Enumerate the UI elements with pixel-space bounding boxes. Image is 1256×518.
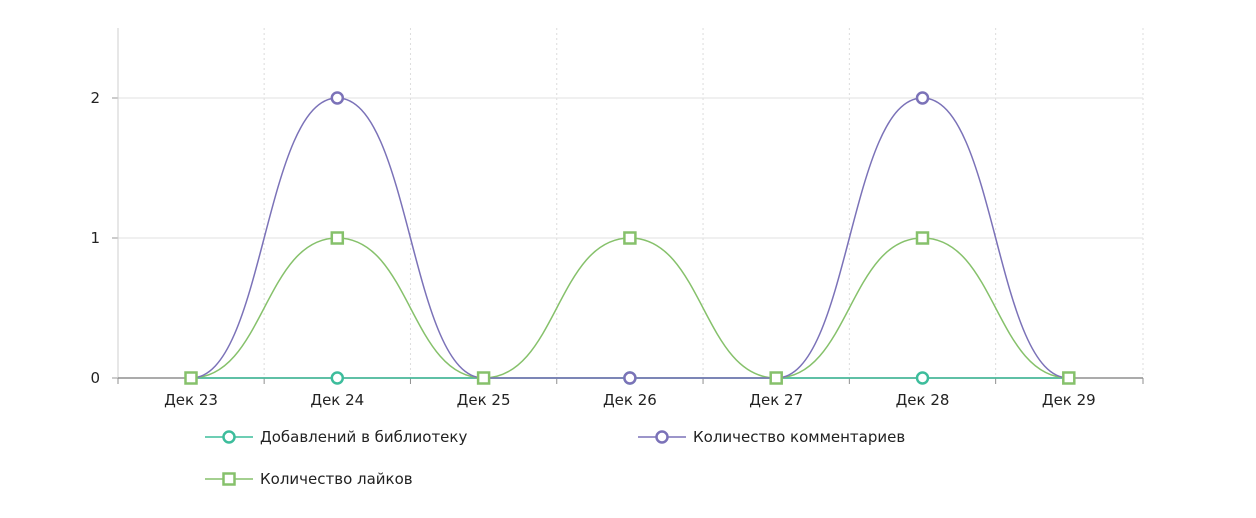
data-point[interactable] bbox=[623, 231, 637, 245]
legend-label: Добавлений в библиотеку bbox=[260, 428, 467, 446]
legend-label: Количество лайков bbox=[260, 470, 413, 488]
data-point[interactable] bbox=[623, 371, 637, 385]
data-point[interactable] bbox=[915, 231, 930, 245]
legend-square-icon bbox=[222, 472, 236, 486]
y-tick-label: 1 bbox=[90, 229, 100, 247]
data-point[interactable] bbox=[769, 371, 783, 385]
x-tick-label: Дек 25 bbox=[457, 391, 511, 409]
legend-item[interactable]: Количество лайков bbox=[205, 470, 413, 488]
x-tick-label: Дек 29 bbox=[1042, 391, 1096, 409]
legend: Добавлений в библиотеку Количество коммен… bbox=[205, 428, 905, 488]
x-tick-label: Дек 23 bbox=[164, 391, 218, 409]
data-point[interactable] bbox=[330, 371, 345, 385]
legend-circle-icon bbox=[655, 430, 669, 444]
x-tick-label: Дек 26 bbox=[603, 391, 657, 409]
y-tick-label: 0 bbox=[90, 369, 100, 387]
data-point[interactable] bbox=[330, 91, 345, 105]
data-point[interactable] bbox=[330, 231, 345, 245]
legend-item[interactable]: Добавлений в библиотеку bbox=[205, 428, 467, 446]
x-tick-label: Дек 24 bbox=[310, 391, 364, 409]
data-point[interactable] bbox=[184, 371, 198, 385]
x-tick-label: Дек 28 bbox=[896, 391, 950, 409]
data-point[interactable] bbox=[915, 371, 930, 385]
legend-circle-icon bbox=[222, 430, 236, 444]
data-point[interactable] bbox=[1062, 371, 1076, 385]
axes: 0 1 2 Дек 23 Дек 24 Дек 25 Дек 26 Дек 27 Дек 28 Д… bbox=[90, 28, 1144, 409]
grid bbox=[117, 28, 1144, 378]
data-point[interactable] bbox=[476, 371, 491, 385]
legend-item[interactable]: Количество комментариев bbox=[638, 428, 905, 446]
data-point[interactable] bbox=[915, 91, 930, 105]
y-tick-label: 2 bbox=[90, 89, 100, 107]
series-line bbox=[190, 237, 1069, 379]
series-markers bbox=[184, 91, 1076, 385]
x-tick-label: Дек 27 bbox=[749, 391, 803, 409]
legend-label: Количество комментариев bbox=[693, 428, 905, 446]
